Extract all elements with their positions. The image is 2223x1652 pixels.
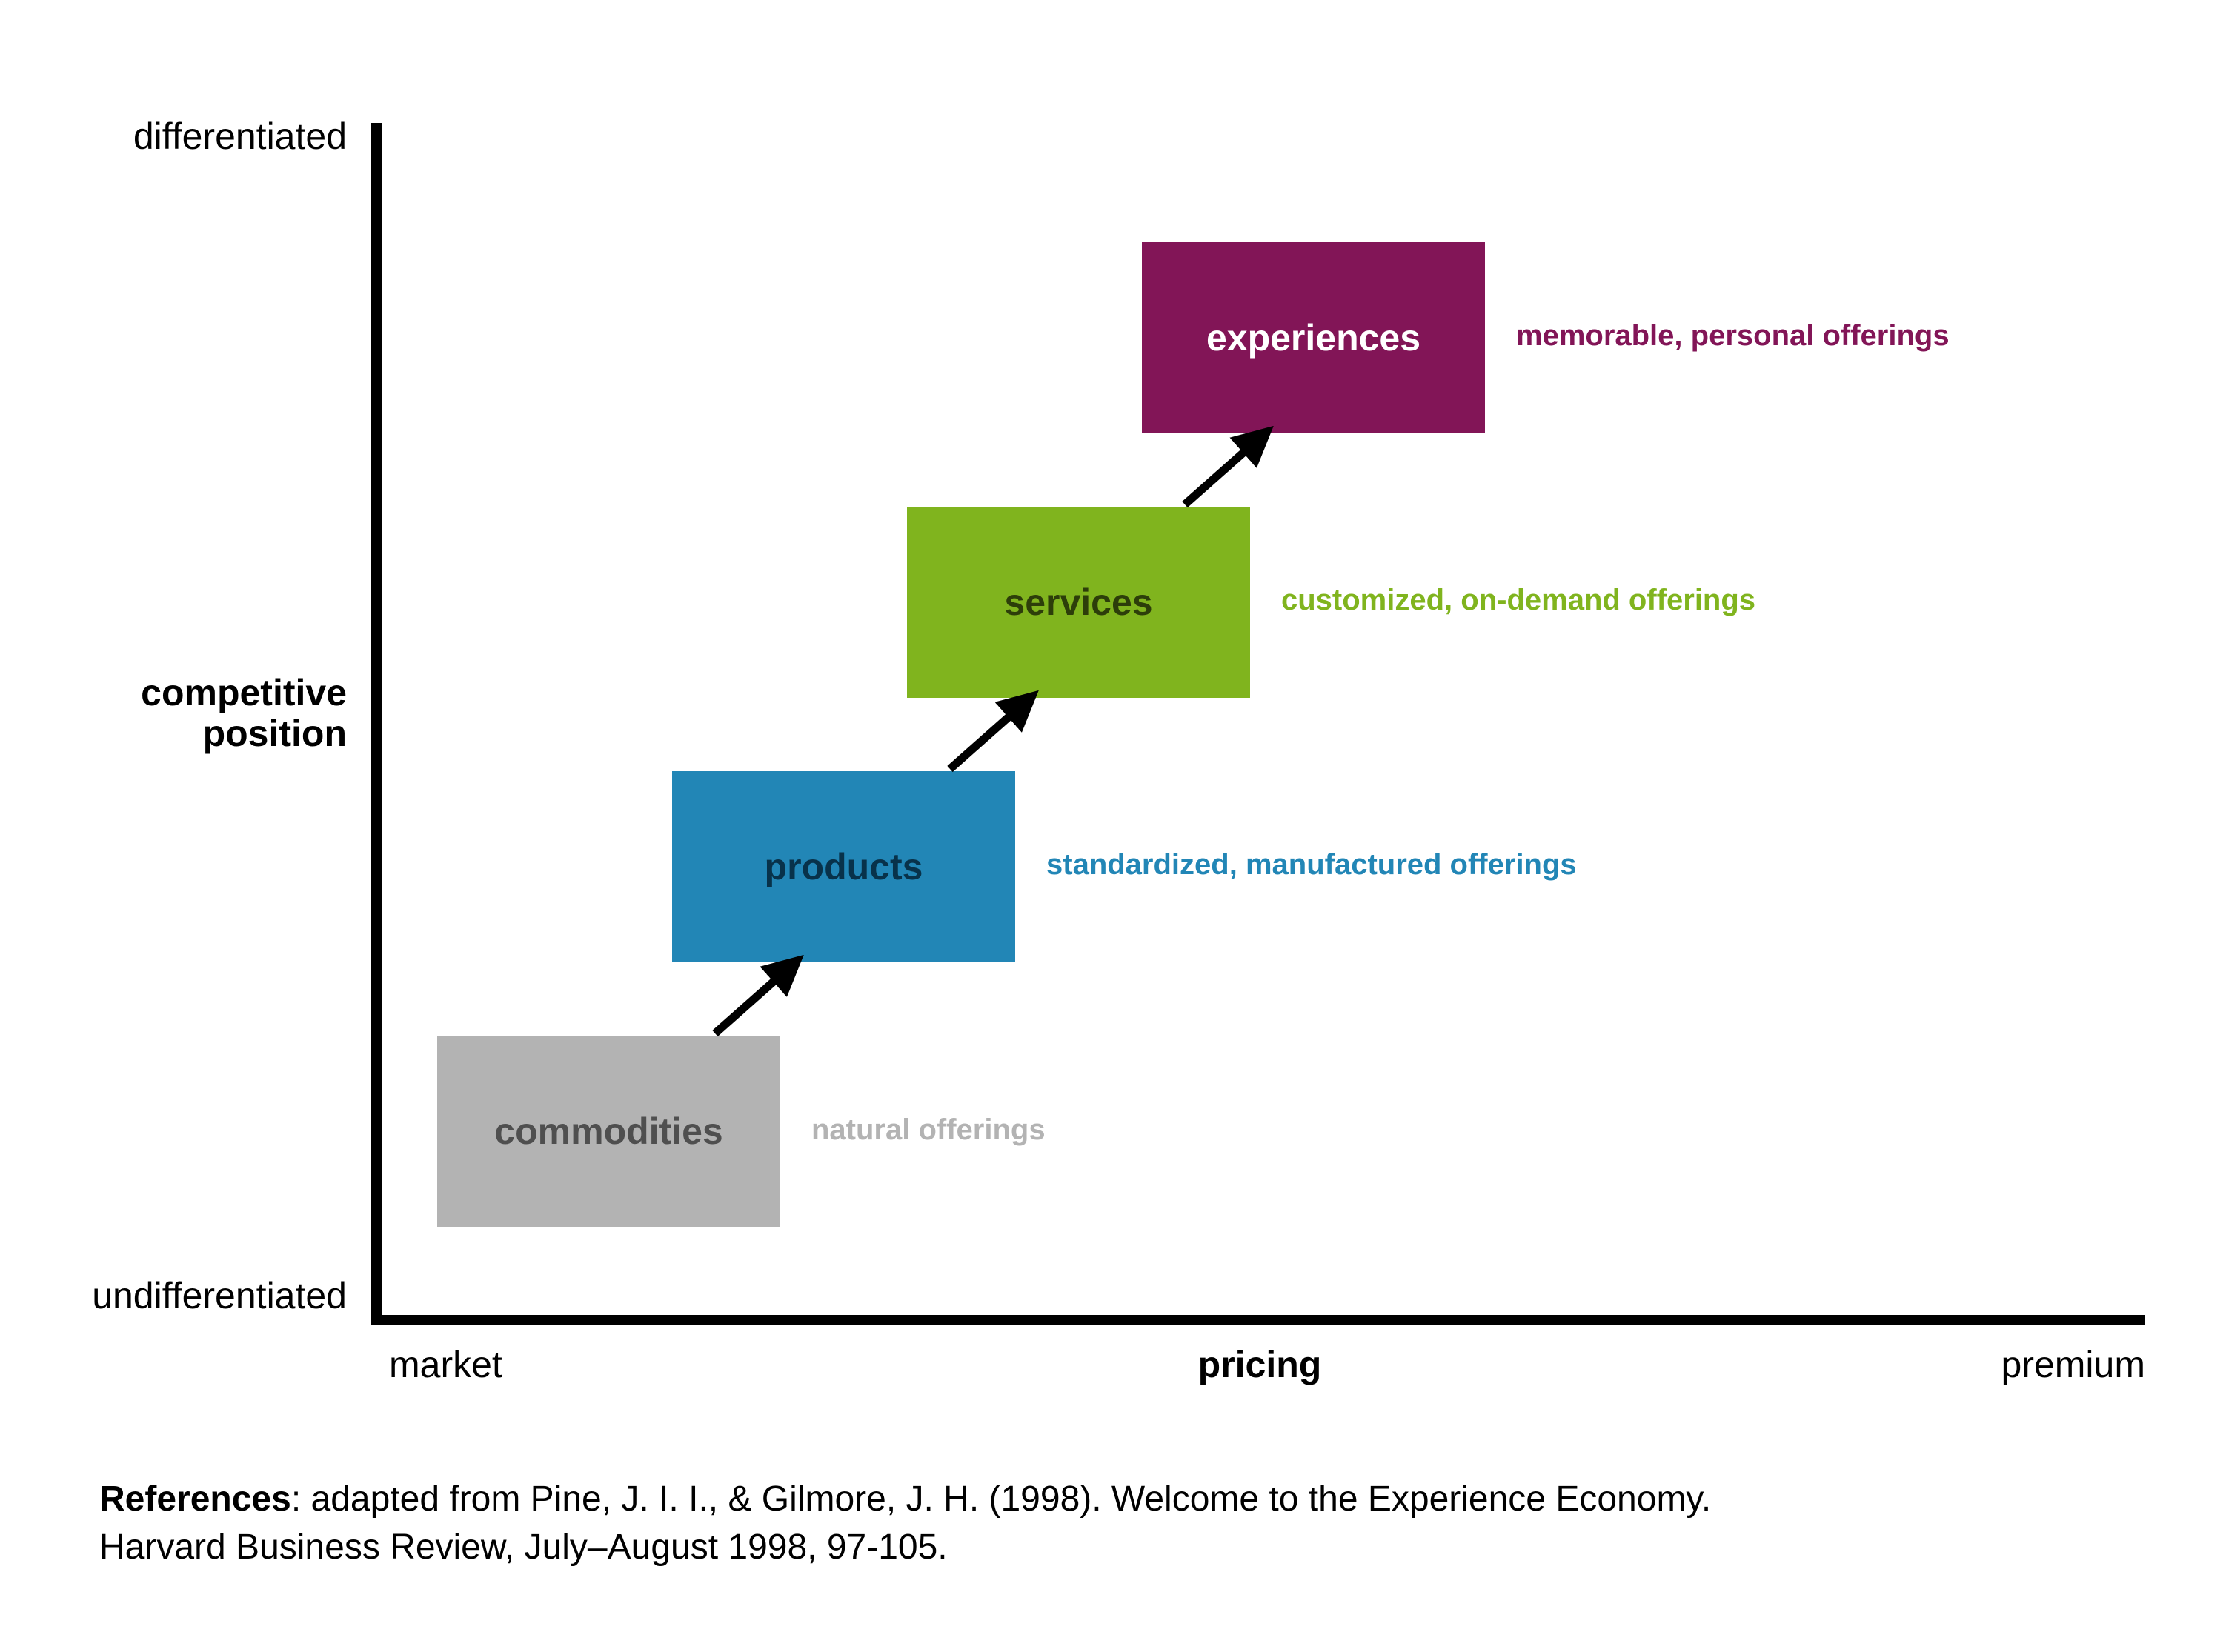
references-line1: : adapted from Pine, J. I. I., & Gilmore… bbox=[291, 1479, 1711, 1519]
references-text: References: adapted from Pine, J. I. I.,… bbox=[99, 1476, 1711, 1572]
references-line2: Harvard Business Review, July–August 199… bbox=[99, 1524, 1711, 1572]
arrow-3 bbox=[1185, 436, 1263, 504]
diagram-canvas: differentiated competitive position undi… bbox=[0, 0, 2223, 1652]
arrows-layer bbox=[0, 0, 2223, 1652]
references-title: References bbox=[99, 1479, 291, 1519]
arrow-1 bbox=[715, 965, 793, 1033]
arrow-2 bbox=[950, 700, 1028, 769]
